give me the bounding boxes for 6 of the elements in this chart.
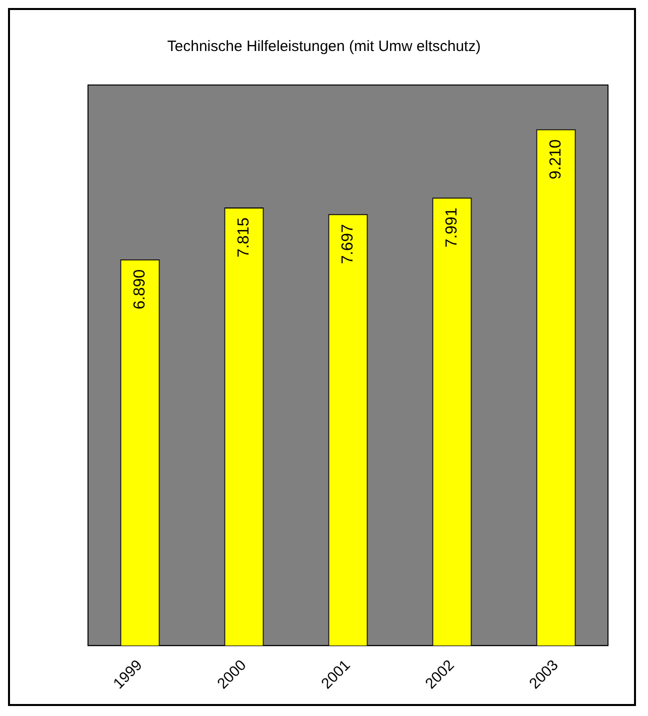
data-label: 7.815 (235, 217, 252, 258)
data-label: 9.210 (547, 139, 564, 180)
data-label: 7.991 (443, 208, 460, 248)
chart-title: Technische Hilfeleistungen (mit Umw eltschutz) (166, 38, 482, 55)
data-label: 7.697 (339, 224, 356, 264)
data-label: 6.890 (131, 269, 148, 310)
